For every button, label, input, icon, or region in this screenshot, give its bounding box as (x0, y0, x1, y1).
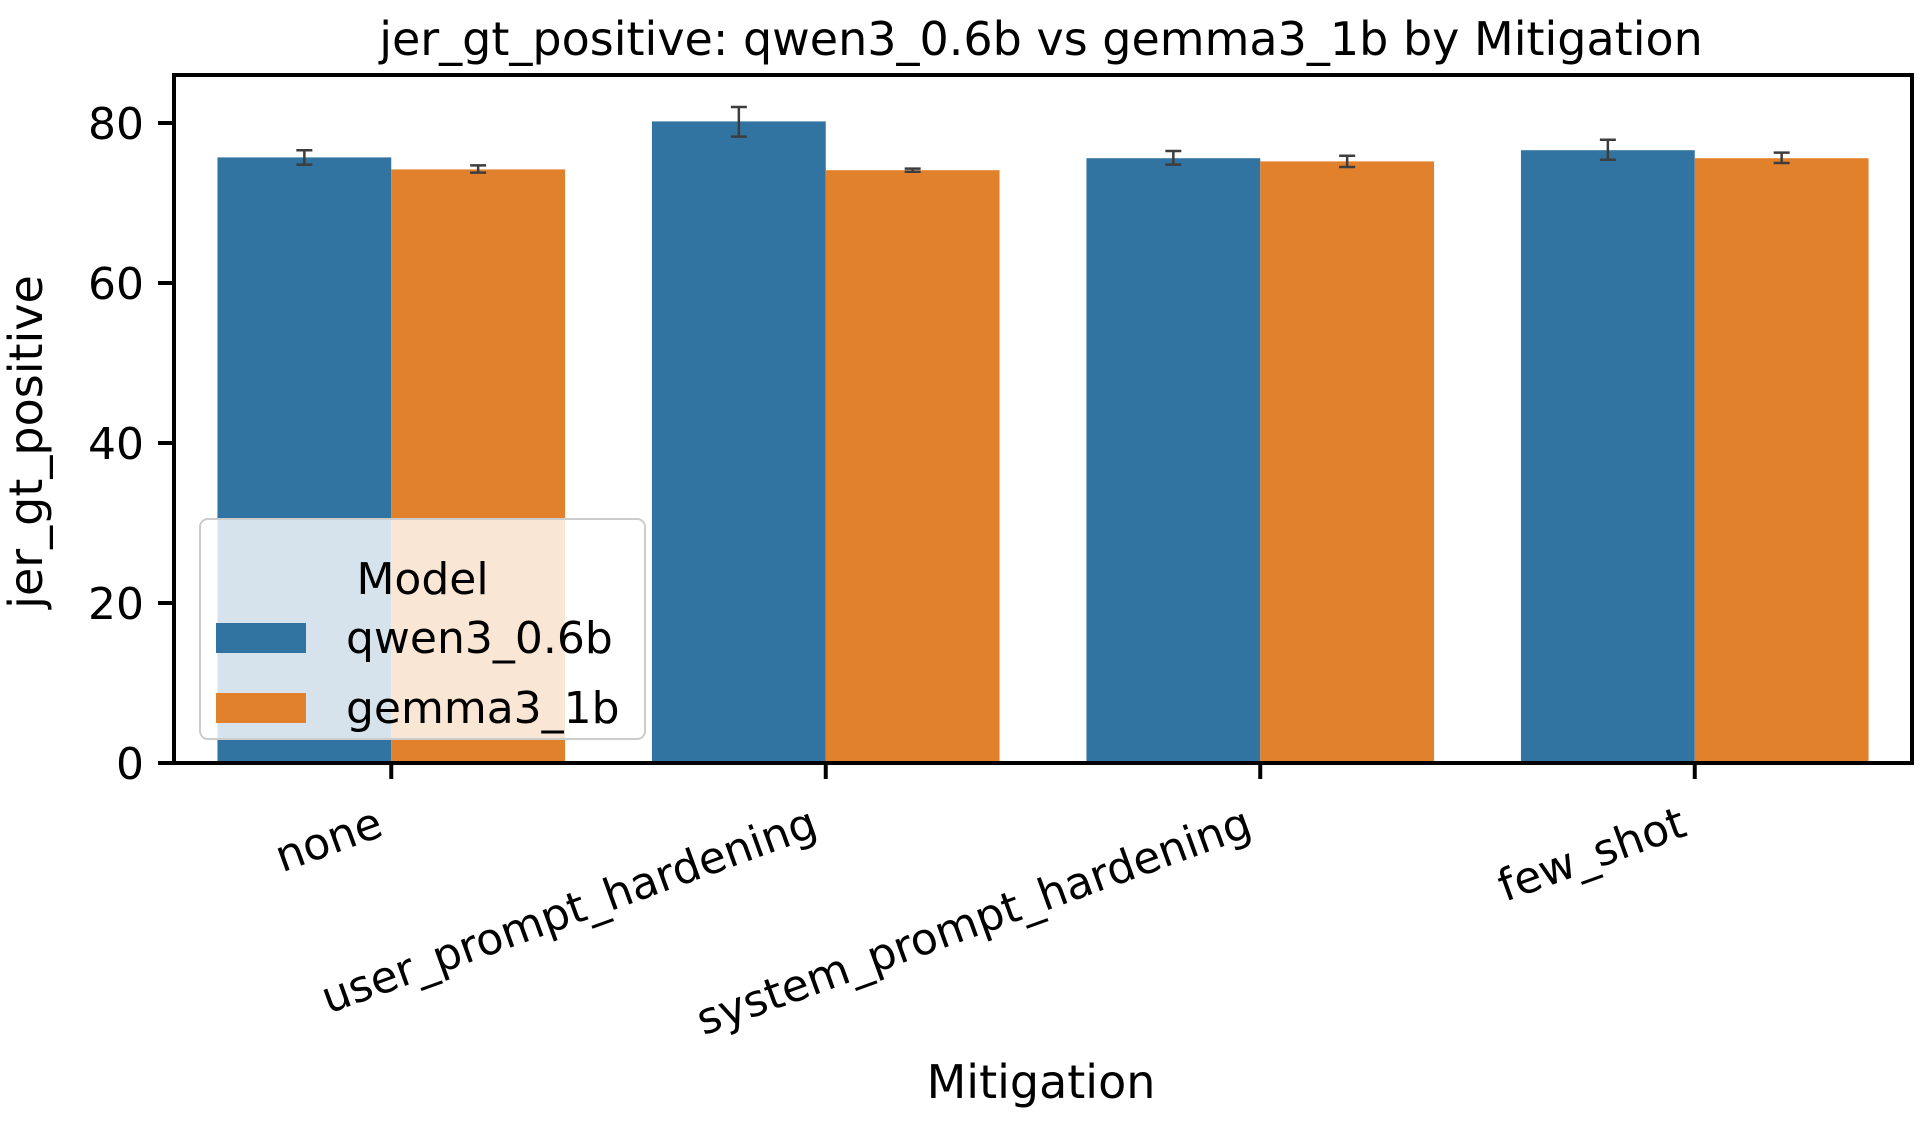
bar (1086, 158, 1261, 763)
bar (1520, 150, 1695, 763)
legend-box (199, 518, 646, 740)
legend-swatch (216, 623, 306, 653)
y-tick-label: 60 (88, 259, 144, 310)
legend: Model qwen3_0.6b gemma3_1b (199, 518, 646, 740)
y-tick-label: 80 (88, 99, 144, 150)
legend-swatch (216, 693, 306, 723)
chart-title: jer_gt_positive: qwen3_0.6b vs gemma3_1b… (378, 12, 1703, 66)
x-tick-label: none (268, 797, 389, 882)
y-tick-label: 20 (88, 579, 144, 630)
errorbars-layer (296, 105, 1790, 174)
plot-frame (172, 73, 1914, 765)
x-tick-label: few_shot (1491, 797, 1692, 912)
y-axis-label: jer_gt_positive (0, 275, 53, 610)
legend-title: Model (356, 554, 488, 605)
legend-label: qwen3_0.6b (346, 613, 613, 664)
bar (1694, 158, 1869, 763)
bar (825, 170, 1000, 763)
y-tick-label: 40 (88, 419, 144, 470)
y-tick-label: 0 (116, 739, 144, 790)
legend-label: gemma3_1b (346, 683, 620, 734)
bar (651, 121, 826, 763)
bar (1260, 161, 1435, 763)
x-axis-label: Mitigation (927, 1055, 1156, 1109)
